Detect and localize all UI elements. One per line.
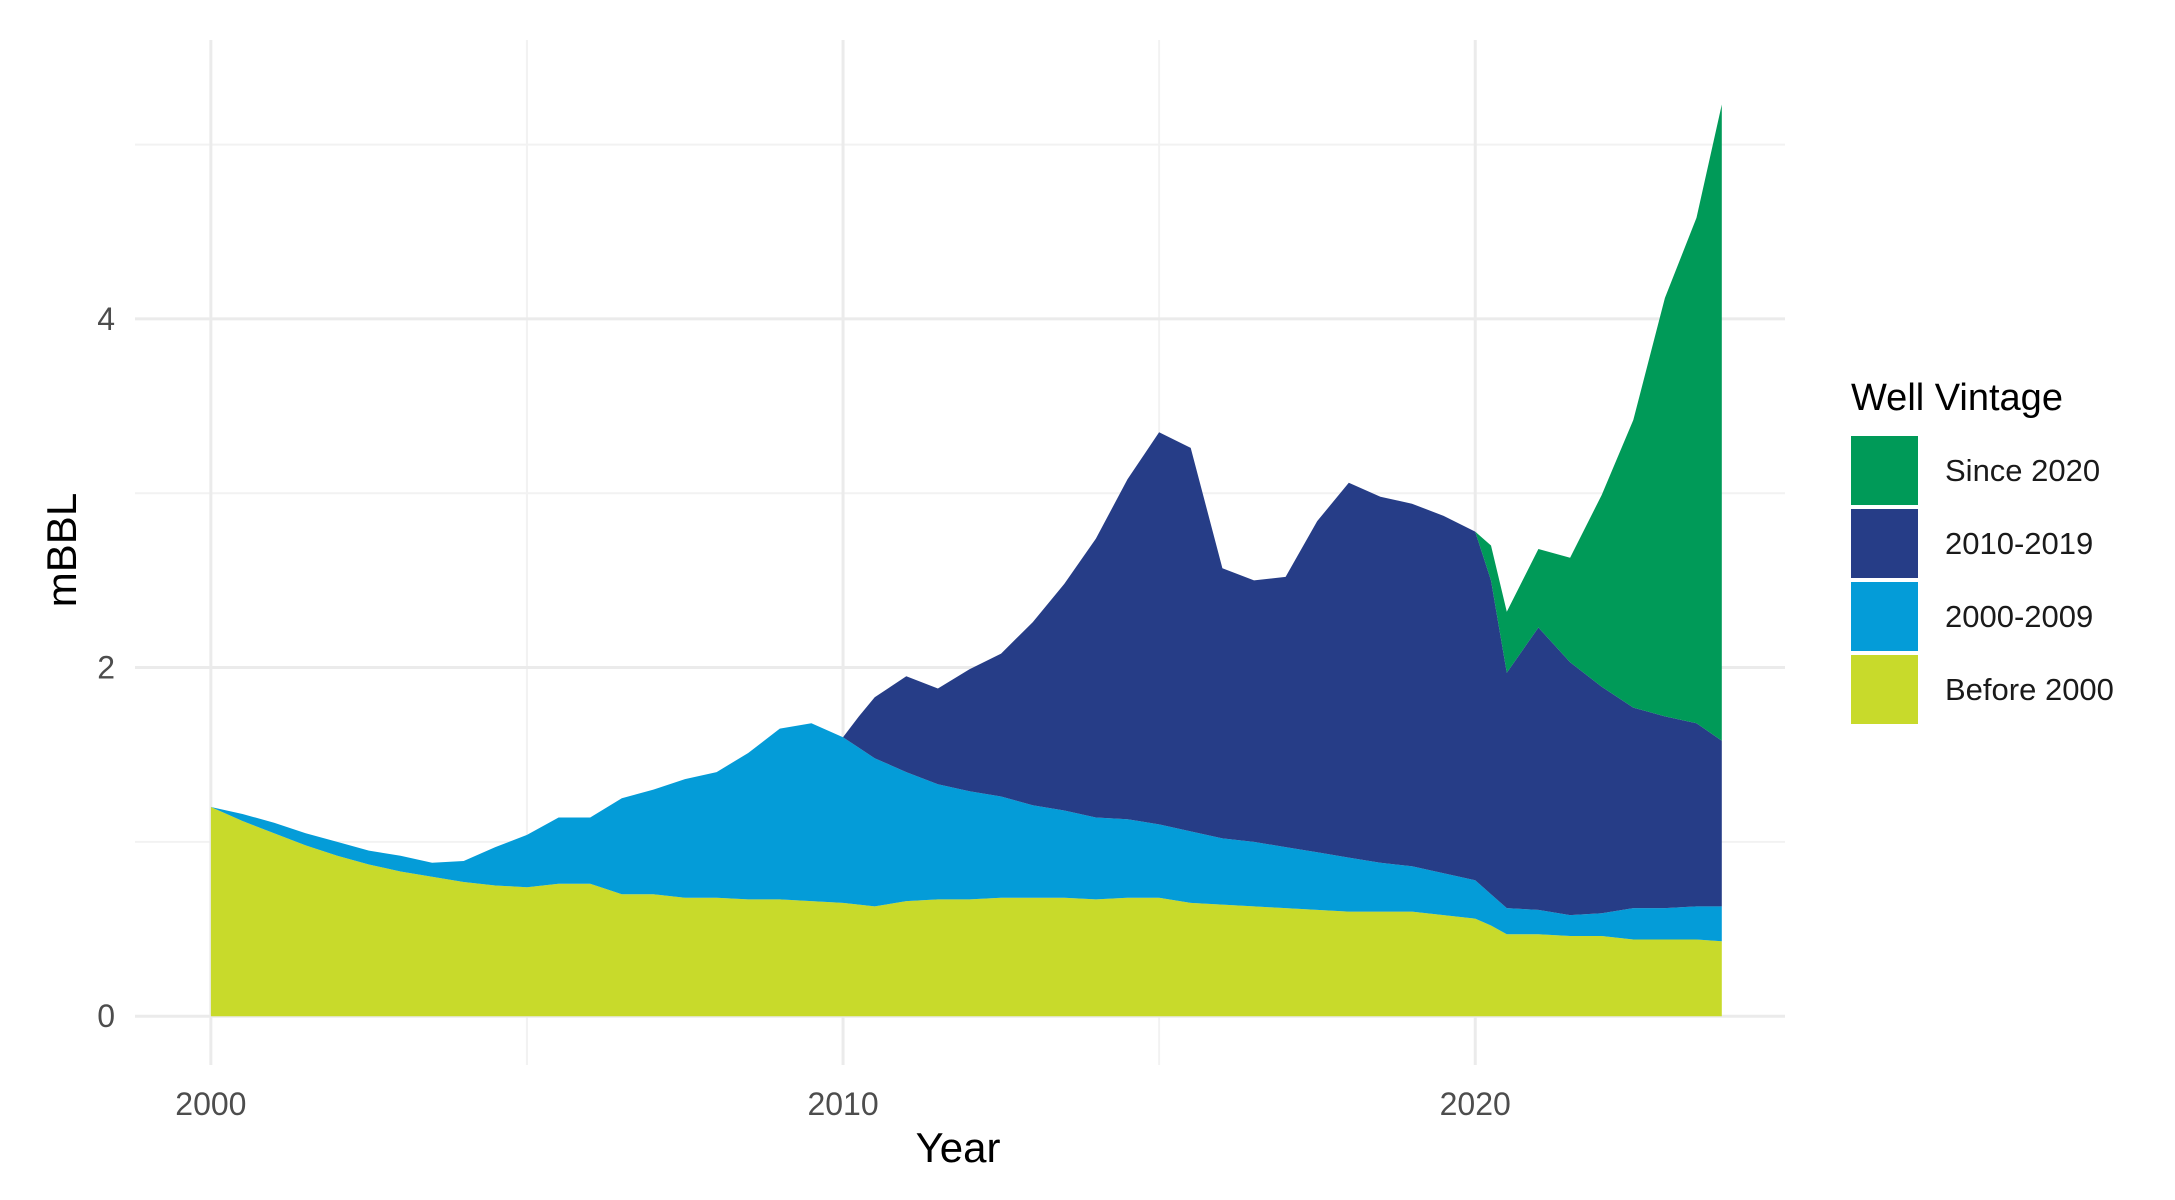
area-series — [210, 104, 1722, 1017]
y-tick-label: 4 — [97, 301, 115, 337]
legend-label: 2000-2009 — [1945, 599, 2093, 634]
x-axis-title: Year — [916, 1124, 1001, 1171]
y-axis-title: mBBL — [38, 493, 85, 607]
area-2000-2009 — [210, 723, 1722, 942]
legend-title: Well Vintage — [1851, 377, 2063, 419]
x-tick-label: 2020 — [1440, 1086, 1511, 1122]
legend-label: Since 2020 — [1945, 453, 2100, 488]
area-2010-2019 — [210, 432, 1722, 916]
x-tick-label: 2000 — [175, 1086, 246, 1122]
legend-swatch — [1851, 509, 1918, 578]
legend-swatch — [1851, 582, 1918, 651]
x-tick-label: 2010 — [807, 1086, 878, 1122]
legend-label: 2010-2019 — [1945, 526, 2093, 561]
x-axis-ticks: 2000 2010 2020 — [175, 1086, 1511, 1122]
legend-swatch — [1851, 436, 1918, 505]
legend-items: Since 2020 2010-2019 2000-2009 Before 2000 — [1851, 436, 2114, 724]
y-tick-label: 0 — [97, 998, 115, 1034]
legend-label: Before 2000 — [1945, 672, 2114, 707]
y-axis-ticks: 0 2 4 — [97, 301, 115, 1034]
area-before-2000 — [210, 807, 1722, 1017]
legend: Well Vintage Since 2020 2010-2019 2000-200… — [1851, 377, 2114, 724]
legend-swatch — [1851, 655, 1918, 724]
y-tick-label: 2 — [97, 650, 115, 686]
